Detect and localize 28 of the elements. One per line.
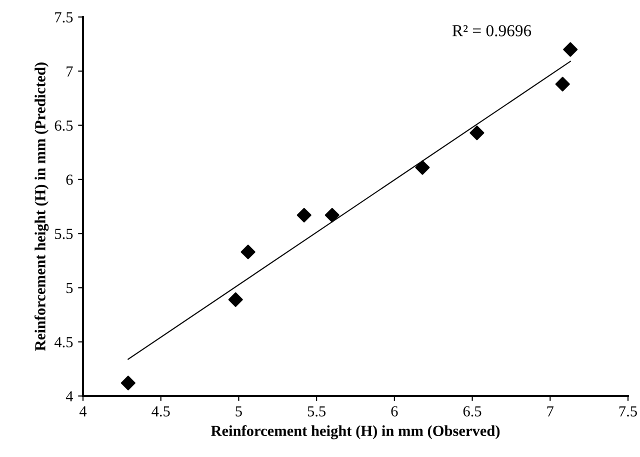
point (470, 126, 484, 140)
y-tick-label: 4.5 (54, 337, 73, 348)
point (120, 376, 136, 390)
point (555, 76, 570, 92)
y-tick-label: 5 (66, 283, 73, 294)
point (415, 160, 430, 175)
y-tick-label: 4 (66, 391, 74, 402)
y-tick-label: 5.5 (55, 228, 73, 240)
point (563, 42, 578, 57)
y-tick-label: 7.5 (55, 12, 73, 23)
point (324, 208, 340, 222)
y-tick-label: 7 (66, 66, 73, 76)
x-tick-label: 7.5 (619, 406, 637, 417)
x-tick-label: 6 (391, 406, 398, 416)
x-tick-label: 4.5 (152, 406, 170, 417)
x-axis-title: Reinforcement height (H) in mm (Observed) (211, 425, 500, 440)
y-axis-title: Reinforcement height (H) in mm (Predicted) (34, 62, 49, 351)
y-tick-label: 6.5 (54, 120, 73, 131)
point (240, 244, 256, 260)
x-tick-label: 6.5 (463, 406, 482, 417)
point (228, 292, 243, 307)
point (296, 208, 312, 222)
x-tick-label: 5.5 (308, 406, 326, 417)
x-tick-label: 7 (547, 406, 554, 416)
x-tick-label: 5 (236, 406, 242, 416)
x-tick-label: 4 (79, 406, 87, 416)
annotation: R² = 0.9696 (452, 25, 532, 36)
y-tick-label: 6 (66, 174, 73, 185)
